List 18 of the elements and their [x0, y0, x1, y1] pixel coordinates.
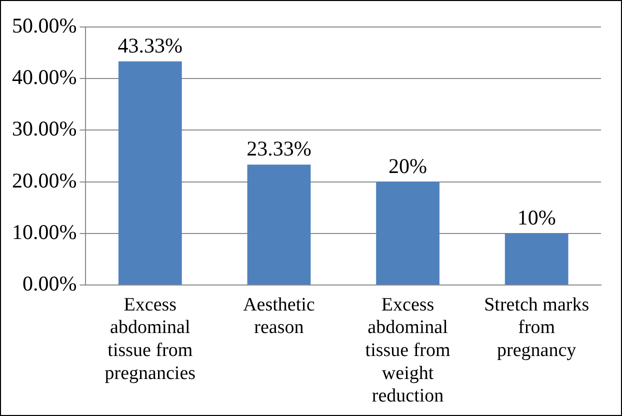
x-tick-label: Stretch marks from pregnancy	[484, 294, 590, 361]
bar	[247, 164, 311, 284]
y-tick-label: 40.00%	[12, 65, 77, 90]
y-tick-label: 30.00%	[12, 116, 77, 141]
y-tick-label: 50.00%	[12, 14, 77, 38]
y-tick-label: 20.00%	[12, 168, 77, 192]
bar	[376, 182, 440, 284]
data-label: 43.33%	[118, 33, 183, 58]
data-label: 10%	[517, 205, 556, 230]
x-tick-label: Aesthetic reason	[243, 294, 315, 338]
x-tick-label: Excess abdominal tissue from weight reduction	[365, 294, 450, 407]
y-tick-label: 0.00%	[22, 272, 77, 296]
bar	[504, 233, 568, 284]
data-label: 20%	[388, 154, 428, 178]
y-tick-label: 10.00%	[12, 220, 77, 244]
data-label: 23.33%	[246, 136, 312, 161]
x-tick-label: Excess abdominal tissue from pregnancies	[104, 294, 196, 384]
bar	[118, 61, 182, 284]
